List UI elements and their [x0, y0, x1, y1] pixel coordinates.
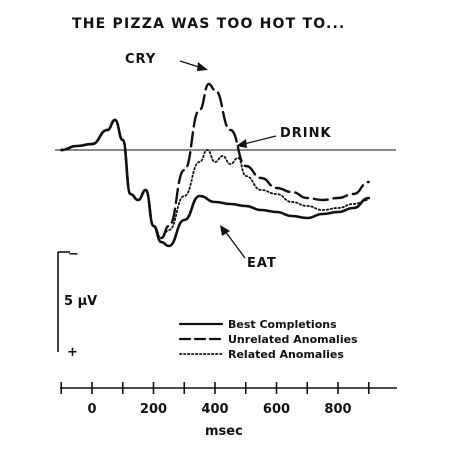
legend-label-best: Best Completions — [228, 318, 337, 331]
scale-bar-minus: − — [68, 247, 80, 262]
annotation-eat-arrowhead — [220, 225, 230, 236]
x-axis-label: msec — [205, 424, 243, 439]
scale-bar-label: 5 μV — [64, 294, 97, 309]
legend-label-unrelated: Unrelated Anomalies — [228, 333, 358, 346]
annotation-cry: CRY — [125, 52, 156, 67]
annotation-eat: EAT — [247, 256, 277, 271]
chart-title: THE PIZZA WAS TOO HOT TO... — [72, 16, 346, 32]
annotation-drink: DRINK — [280, 126, 332, 141]
legend-label-related: Related Anomalies — [228, 348, 344, 361]
annotation-cry-arrowhead — [197, 62, 208, 71]
annotation-eat-arrow — [225, 231, 245, 258]
legend: Best Completions Unrelated Anomalies Rel… — [180, 318, 358, 361]
series-group — [61, 84, 369, 246]
x-tick-label: 200 — [140, 402, 167, 417]
annotation-drink-arrow — [244, 136, 276, 144]
x-tick-label: 800 — [324, 402, 351, 417]
scale-bar-plus: + — [67, 345, 79, 360]
x-tick-label: 0 — [87, 402, 96, 417]
x-tick-label: 400 — [201, 402, 228, 417]
x-tick-label: 600 — [263, 402, 290, 417]
annotation-drink-arrowhead — [236, 139, 247, 148]
